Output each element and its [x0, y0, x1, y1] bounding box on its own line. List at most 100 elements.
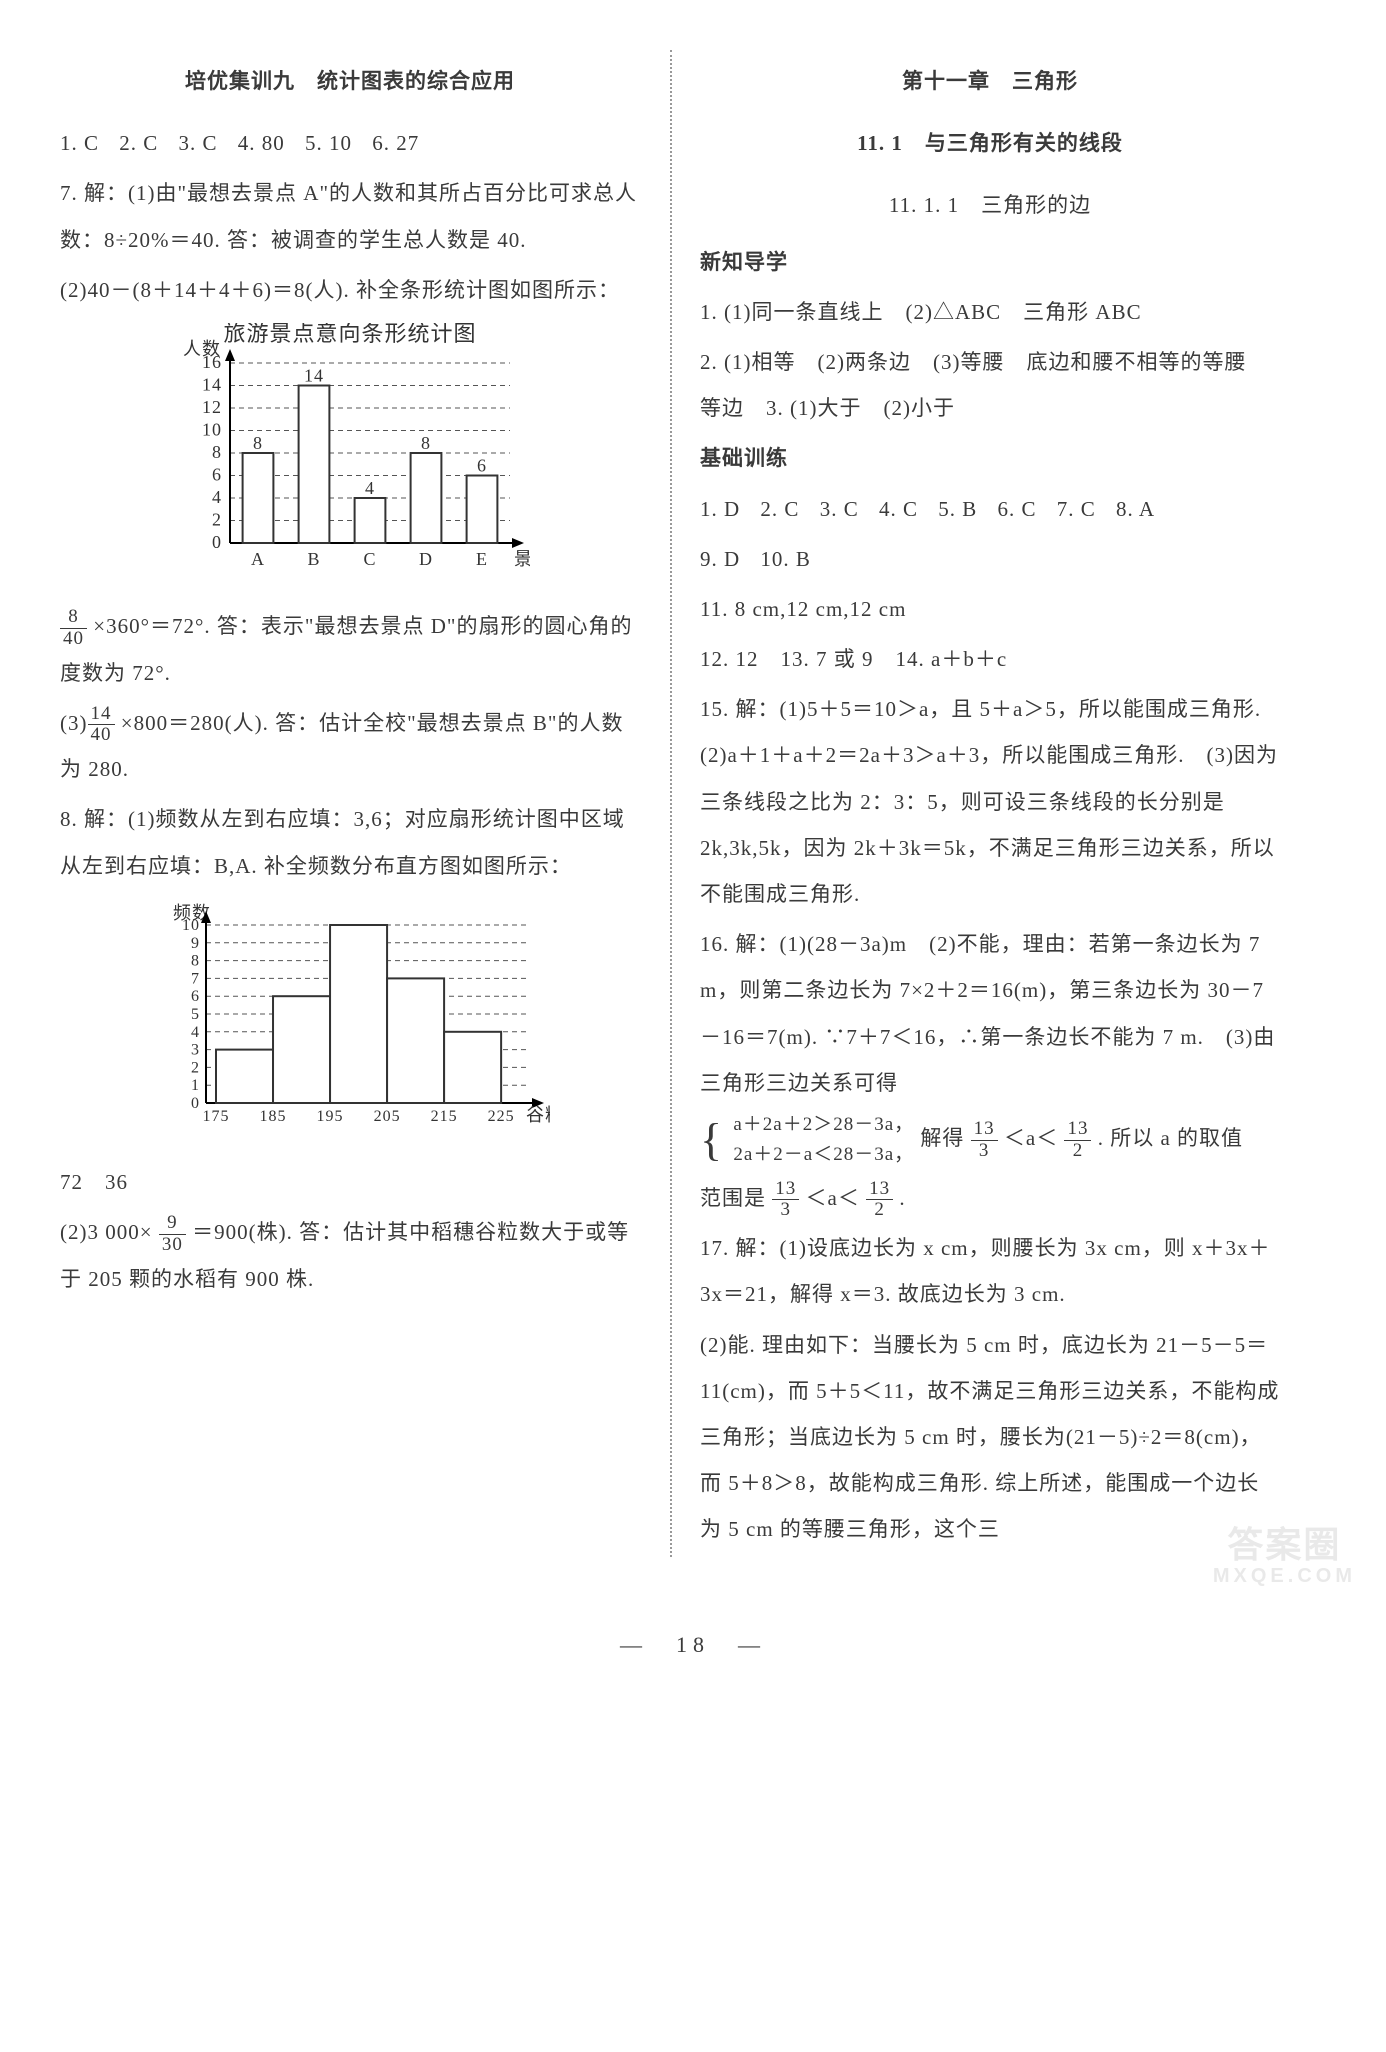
a: 2. C [119, 131, 158, 155]
svg-text:0: 0 [191, 1095, 200, 1112]
sys-mid: 解得 [920, 1126, 964, 1150]
sys-tail: . 所以 a 的取值 [1098, 1126, 1243, 1150]
svg-text:6: 6 [212, 464, 222, 484]
svg-text:6: 6 [477, 455, 487, 475]
p1: 1. (1)同一条直线上 (2)△ABC 三角形 ABC [700, 289, 1280, 335]
left-q1-6: 1. C 2. C 3. C 4. 80 5. 10 6. 27 [60, 120, 640, 166]
a: 2. C [760, 497, 799, 521]
q7c: 8 40 ×360°＝72°. 答：表示"最想去景点 D"的扇形的圆心角的度数为… [60, 603, 640, 696]
svg-text:195: 195 [317, 1108, 344, 1125]
svg-text:1: 1 [191, 1077, 200, 1094]
svg-text:景点: 景点 [514, 549, 530, 569]
sys-l2: 2a＋2－a＜28－3a， [733, 1144, 914, 1165]
chart2: 频数012345678910175185195205215225谷粒数/颗 [60, 899, 640, 1139]
frac-13-3b: 133 [772, 1179, 799, 1222]
a: 9. D [700, 547, 740, 571]
q8-nums: 72 36 [60, 1159, 640, 1205]
svg-text:16: 16 [202, 352, 222, 372]
svg-text:215: 215 [431, 1108, 458, 1125]
q8b: (2)3 000× 9 30 ＝900(株). 答：估计其中稻穗谷粒数大于或等于… [60, 1209, 640, 1302]
q16a: 16. 解：(1)(28－3a)m (2)不能，理由：若第一条边长为 7 m，则… [700, 921, 1280, 1106]
q7c-text: ×360°＝72°. 答：表示"最想去景点 D"的扇形的圆心角的度数为 72°. [60, 614, 632, 685]
ans-row2: 9. D 10. B [700, 536, 1280, 582]
svg-text:旅游景点意向条形统计图: 旅游景点意向条形统计图 [223, 323, 476, 346]
a11: 11. 8 cm,12 cm,12 cm [700, 586, 1280, 632]
svg-text:4: 4 [191, 1024, 200, 1041]
svg-text:10: 10 [182, 917, 200, 934]
sys-l1: a＋2a＋2＞28－3a， [733, 1114, 914, 1135]
svg-text:225: 225 [488, 1108, 515, 1125]
column-divider [640, 50, 700, 1557]
q16b: 范围是 133 ＜a＜ 132 . [700, 1175, 1280, 1222]
svg-text:8: 8 [191, 952, 200, 969]
frac-13-2b: 132 [866, 1179, 893, 1222]
section-title: 11. 1 与三角形有关的线段 [700, 120, 1280, 166]
a: 10. B [760, 547, 811, 571]
q16-system: { a＋2a＋2＞28－3a， 2a＋2－a＜28－3a， 解得 133 ＜a＜… [700, 1110, 1280, 1171]
frac-13-2: 132 [1064, 1119, 1091, 1162]
svg-text:2: 2 [212, 509, 222, 529]
svg-text:4: 4 [365, 478, 375, 498]
q17a: 17. 解：(1)设底边长为 x cm，则腰长为 3x cm，则 x＋3x＋3x… [700, 1225, 1280, 1317]
svg-text:7: 7 [191, 970, 200, 987]
svg-text:175: 175 [203, 1108, 230, 1125]
a: 3. C [820, 497, 859, 521]
q7d-text: ×800＝280(人). 答：估计全校"最想去景点 B"的人数为 280. [60, 711, 623, 782]
a: 4. 80 [238, 131, 285, 155]
a: 1. C [60, 131, 99, 155]
svg-text:A: A [251, 549, 265, 569]
svg-text:14: 14 [202, 374, 222, 394]
q7a: 7. 解：(1)由"最想去景点 A"的人数和其所占百分比可求总人数：8÷20%＝… [60, 170, 640, 262]
frac-9-30: 9 30 [159, 1213, 186, 1256]
left-brace-icon: { [700, 1117, 723, 1163]
svg-text:6: 6 [191, 988, 200, 1005]
svg-text:8: 8 [253, 433, 263, 453]
left-title: 培优集训九 统计图表的综合应用 [60, 58, 640, 104]
a: 8. A [1116, 497, 1155, 521]
a: 5. B [938, 497, 977, 521]
page-number: — 18 — [0, 1627, 1386, 1659]
q7b: (2)40－(8＋14＋4＋6)＝8(人). 补全条形统计图如图所示： [60, 267, 640, 313]
chapter-title: 第十一章 三角形 [700, 58, 1280, 104]
a: 6. 27 [372, 131, 419, 155]
svg-text:8: 8 [212, 442, 222, 462]
a: 6. C [997, 497, 1036, 521]
a: 4. C [879, 497, 918, 521]
svg-text:5: 5 [191, 1006, 200, 1023]
svg-text:8: 8 [421, 433, 431, 453]
a: 1. D [700, 497, 740, 521]
q17b: (2)能. 理由如下：当腰长为 5 cm 时，底边长为 21－5－5＝11(cm… [700, 1322, 1280, 1553]
frac-13-3: 133 [971, 1119, 998, 1162]
chart1: 旅游景点意向条形统计图人数02468101214168A14B4C8D6E景点 [60, 323, 640, 583]
svg-text:9: 9 [191, 935, 200, 952]
svg-text:C: C [363, 549, 376, 569]
svg-text:B: B [307, 549, 320, 569]
h-new: 新知导学 [700, 239, 1280, 285]
a: 7. C [1057, 497, 1096, 521]
svg-text:0: 0 [212, 532, 222, 552]
svg-text:205: 205 [374, 1108, 401, 1125]
frac-14-40: 14 40 [88, 704, 115, 747]
subsection-title: 11. 1. 1 三角形的边 [700, 182, 1280, 228]
svg-text:14: 14 [304, 365, 324, 385]
watermark: 答案圈 MXQE.COM [1213, 1525, 1356, 1587]
svg-text:D: D [419, 549, 433, 569]
q7d: (3) 14 40 ×800＝280(人). 答：估计全校"最想去景点 B"的人… [60, 700, 640, 793]
q8a: 8. 解：(1)频数从左到右应填：3,6；对应扇形统计图中区域从左到右应填：B,… [60, 796, 640, 888]
a12-14: 12. 12 13. 7 或 9 14. a＋b＋c [700, 636, 1280, 682]
p2: 2. (1)相等 (2)两条边 (3)等腰 底边和腰不相等的等腰 等边 3. (… [700, 339, 1280, 431]
svg-text:10: 10 [202, 419, 222, 439]
ans-row1: 1. D 2. C 3. C 4. C 5. B 6. C 7. C 8. A [700, 486, 1280, 532]
q15: 15. 解：(1)5＋5＝10＞a，且 5＋a＞5，所以能围成三角形. (2)a… [700, 686, 1280, 917]
svg-text:E: E [476, 549, 488, 569]
svg-text:2: 2 [191, 1059, 200, 1076]
h-basic: 基础训练 [700, 435, 1280, 481]
a: 3. C [179, 131, 218, 155]
svg-text:3: 3 [191, 1041, 200, 1058]
svg-text:12: 12 [202, 397, 222, 417]
svg-text:185: 185 [260, 1108, 287, 1125]
frac-8-40: 8 40 [60, 607, 87, 650]
svg-text:4: 4 [212, 487, 222, 507]
svg-text:谷粒数/颗: 谷粒数/颗 [526, 1105, 550, 1125]
a: 5. 10 [305, 131, 352, 155]
